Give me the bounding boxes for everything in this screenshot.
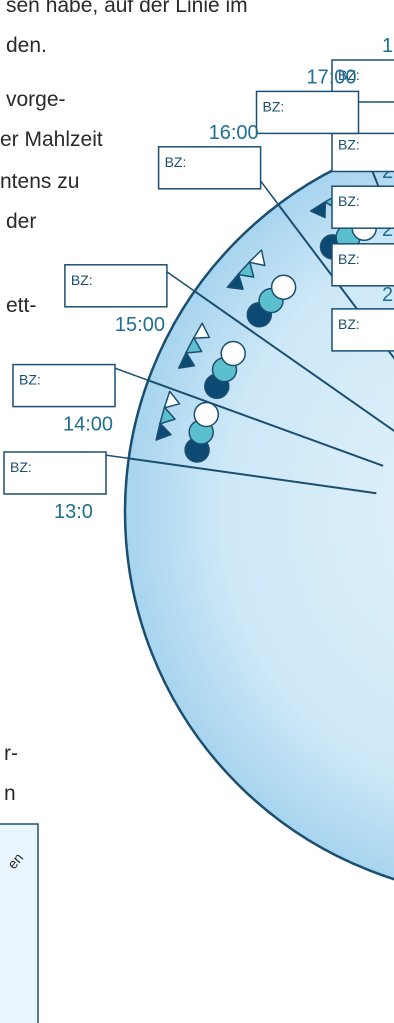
bz-label-8: BZ: [71,272,93,288]
text-line-7: ett- [6,294,37,317]
bz-label-9: BZ: [19,372,41,388]
circle-marker-10-2 [193,401,220,428]
note-box [0,823,39,1023]
text-line-9: n [4,782,16,805]
divider-line-9 [147,379,384,467]
bz-label-1: BZ: [338,251,360,267]
text-line-2: den. [6,34,47,57]
bz-box-0 [331,308,394,352]
circle-marker-9-2 [220,340,246,367]
divider-line-8 [194,290,394,433]
triangle-marker-9-0 [178,351,196,369]
bz-box-3 [331,128,394,173]
text-line-3: vorge- [6,88,66,111]
divider-line-10 [128,457,377,495]
bz-box-1 [331,243,394,287]
text-line-8: r- [4,742,18,765]
triangle-marker-8-1 [237,260,255,278]
triangle-marker-8-2 [248,249,266,267]
triangle-marker-10-1 [159,406,176,425]
bz-label-2: BZ: [338,193,360,209]
bz-box-7 [157,146,262,190]
time-label-5: 18:00 [382,35,394,57]
time-label-7: 16:00 [209,122,259,144]
bz-label-7: BZ: [165,154,187,170]
bz-label-6: BZ: [263,98,285,114]
bz-label-0: BZ: [338,316,360,332]
clock-wheel [123,143,394,881]
circle-marker-8-2 [270,274,297,300]
bz-box-9 [12,363,116,408]
triangle-marker-9-2 [192,322,211,340]
bz-box-8 [64,264,168,308]
bz-label-3: BZ: [338,137,360,153]
bz-box-6 [255,90,360,135]
triangle-marker-10-0 [155,422,172,441]
text-line-4: er Mahlzeit [0,128,103,151]
triangle-marker-8-0 [226,273,244,290]
bz-box-10 [3,451,107,495]
triangle-marker-7-0 [309,200,327,219]
bz-label-5: BZ: [338,67,360,83]
time-label-9: 14:00 [63,414,113,436]
text-line-6: der [6,210,37,233]
triangle-marker-9-1 [185,336,203,354]
bz-box-2 [331,185,394,229]
text-line-5: ntens zu [0,170,80,193]
triangle-marker-10-2 [163,390,181,409]
text-line-1: sen habe, auf der Linie im [6,0,248,17]
divider-line-7 [277,203,394,360]
time-label-10: 13:0 [54,501,93,523]
time-label-8: 15:00 [115,314,165,336]
bz-label-10: BZ: [10,459,32,475]
time-label-0: 23:0 [382,284,394,306]
time-label-6: 17:00 [307,66,357,88]
